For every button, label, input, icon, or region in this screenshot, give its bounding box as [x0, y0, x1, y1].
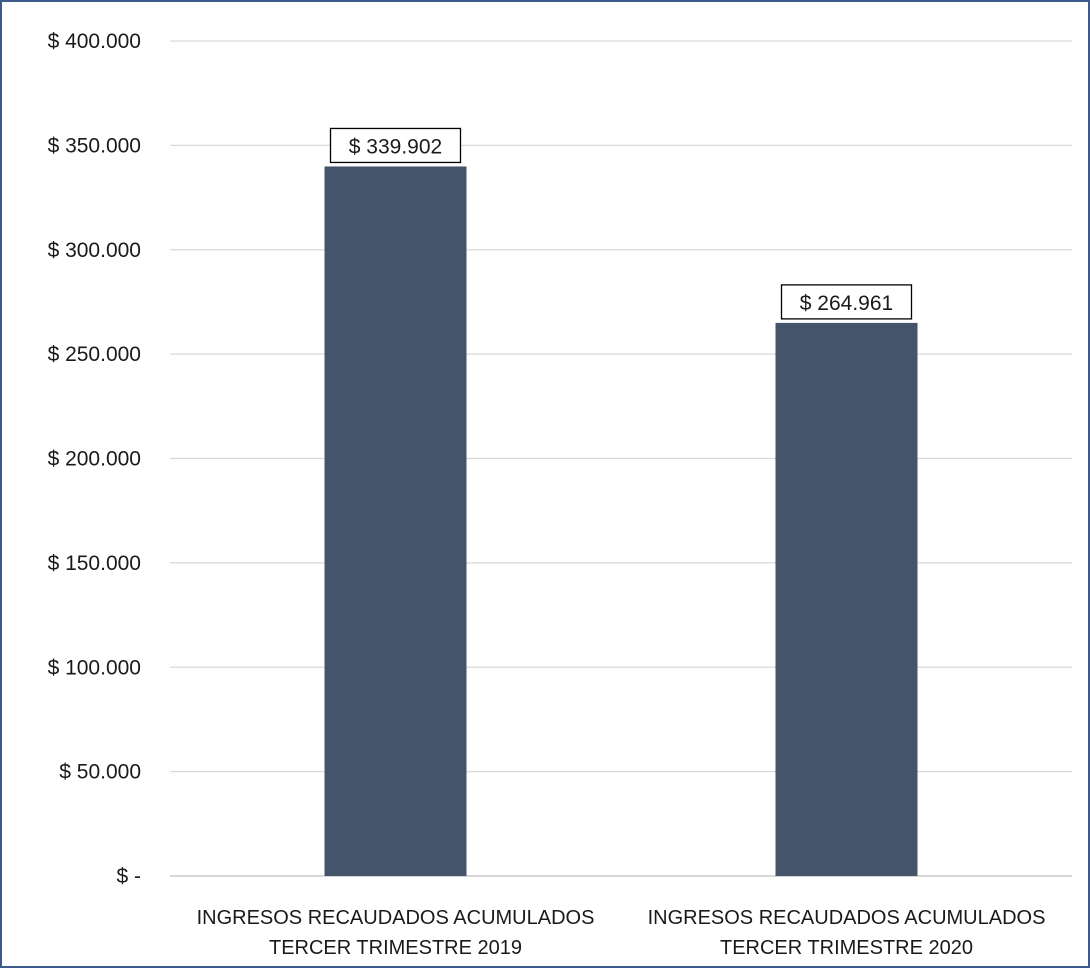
x-category-label: TERCER TRIMESTRE 2019 — [269, 937, 522, 959]
bar — [324, 166, 467, 876]
data-label: $ 339.902 — [349, 135, 442, 158]
data-label-box — [780, 284, 913, 320]
y-tick-label: $ 100.000 — [48, 656, 141, 679]
y-tick-label: $ 200.000 — [48, 448, 141, 471]
bar — [775, 322, 918, 876]
y-tick-label: $ 350.000 — [48, 134, 141, 157]
y-tick-label: $ - — [116, 865, 141, 888]
x-category-label: INGRESOS RECAUDADOS ACUMULADOS — [648, 907, 1046, 929]
y-tick-label: $ 400.000 — [48, 30, 141, 53]
data-label-box — [329, 127, 462, 164]
x-category-label: TERCER TRIMESTRE 2020 — [720, 937, 973, 959]
data-label: $ 264.961 — [800, 292, 893, 315]
y-tick-label: $ 50.000 — [59, 761, 141, 784]
x-category-label: INGRESOS RECAUDADOS ACUMULADOS — [197, 907, 595, 929]
y-tick-label: $ 250.000 — [48, 343, 141, 366]
y-tick-label: $ 150.000 — [48, 552, 141, 575]
y-tick-label: $ 300.000 — [48, 239, 141, 262]
